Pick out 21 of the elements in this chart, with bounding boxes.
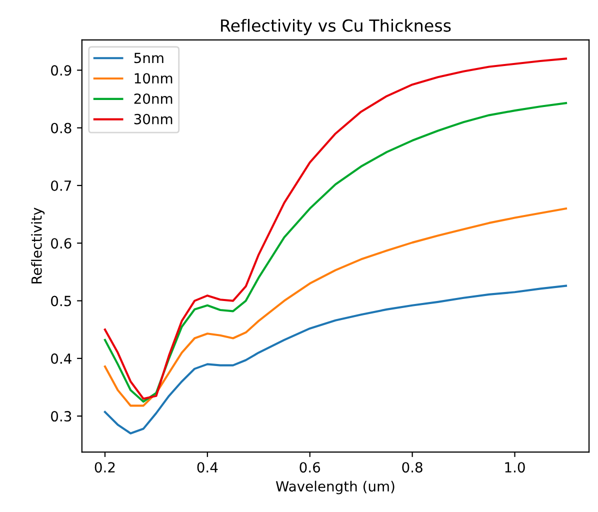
legend-label: 5nm [134, 52, 164, 64]
x-tick-label: 1.0 [505, 462, 525, 473]
chart-title: Reflectivity vs Cu Thickness [221, 18, 451, 36]
y-tick-label: 0.8 [51, 122, 72, 134]
x-tick-label: 0.4 [197, 462, 218, 473]
legend-label: 10nm [134, 73, 172, 84]
y-tick-label: 0.9 [51, 65, 72, 76]
y-tick-label: 0.3 [51, 411, 72, 422]
x-tick-label: 0.6 [300, 462, 320, 473]
x-tick-label: 0.8 [402, 462, 422, 473]
y-axis-title: Reflectivity [31, 208, 45, 284]
y-tick-label: 0.6 [51, 238, 72, 249]
line-series [104, 208, 568, 407]
x-tick-label: 0.2 [94, 462, 115, 473]
line-series [104, 284, 568, 434]
y-tick-label: 0.4 [51, 353, 72, 364]
x-axis-title: Wavelength (um) [276, 480, 394, 494]
y-tick-label: 0.7 [51, 180, 72, 191]
y-tick-label: 0.5 [51, 296, 71, 306]
legend-label: 20nm [134, 93, 172, 104]
legend-label: 30nm [134, 114, 172, 124]
